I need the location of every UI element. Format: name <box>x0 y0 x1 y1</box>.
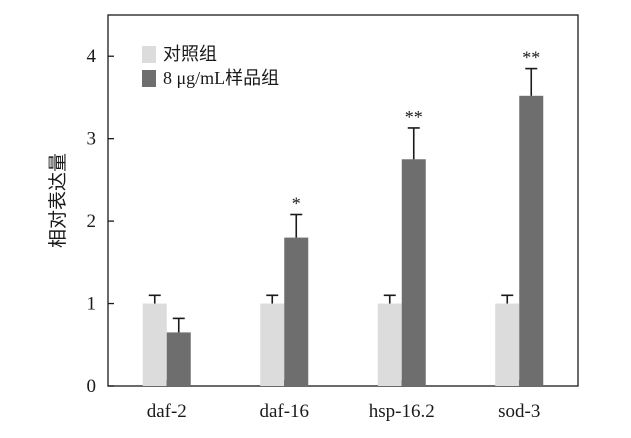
bar-sample <box>166 332 191 386</box>
y-tick-label: 4 <box>87 46 97 67</box>
y-tick-label: 2 <box>87 211 97 232</box>
plot-frame <box>107 14 579 387</box>
significance-marker: * <box>292 194 301 214</box>
x-category-label: hsp-16.2 <box>369 401 435 422</box>
bar-control <box>377 303 402 386</box>
x-category-label: daf-2 <box>147 401 187 422</box>
bar-control <box>142 303 167 386</box>
x-category-label: daf-16 <box>259 401 309 422</box>
bar-sample <box>284 237 309 386</box>
significance-marker: ** <box>405 107 423 127</box>
y-tick-label: 3 <box>87 129 97 150</box>
legend-label: 8 μg/mL样品组 <box>163 68 279 88</box>
legend-swatch <box>142 46 156 63</box>
bar-control <box>495 303 520 386</box>
bar-sample <box>401 159 426 386</box>
legend-label: 对照组 <box>163 44 217 64</box>
bar-control <box>260 303 285 386</box>
significance-marker: ** <box>522 48 540 68</box>
y-tick-label: 1 <box>87 294 97 315</box>
legend-swatch <box>142 70 156 87</box>
x-category-label: sod-3 <box>498 401 540 422</box>
y-tick-label: 0 <box>87 376 97 397</box>
bar-sample <box>519 95 544 386</box>
y-axis-label: 相对表达量 <box>47 153 69 248</box>
